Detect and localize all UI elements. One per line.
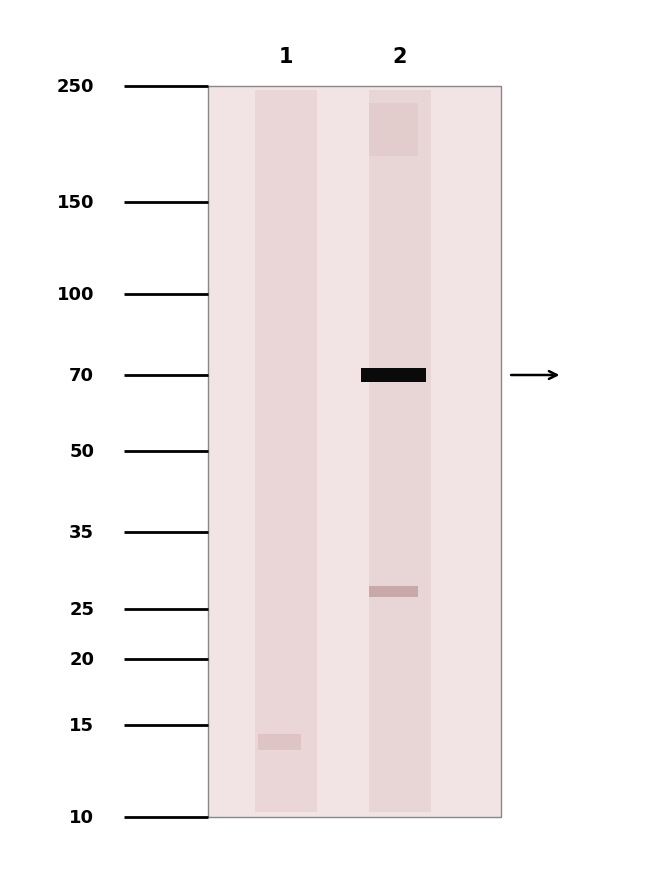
Bar: [369, 104, 419, 156]
Text: 50: 50: [70, 443, 94, 461]
Bar: [255, 91, 317, 813]
Text: 100: 100: [57, 286, 94, 303]
Text: 70: 70: [70, 367, 94, 385]
Text: 25: 25: [70, 600, 94, 618]
Text: 35: 35: [70, 524, 94, 541]
Bar: [369, 91, 430, 813]
Text: 20: 20: [70, 651, 94, 668]
Bar: [208, 87, 500, 817]
Text: 250: 250: [57, 78, 94, 96]
Text: 150: 150: [57, 194, 94, 212]
Bar: [369, 587, 417, 597]
Text: 1: 1: [279, 47, 293, 66]
Bar: [258, 734, 302, 750]
Text: 2: 2: [393, 47, 407, 66]
Text: 10: 10: [70, 808, 94, 826]
Bar: [361, 368, 426, 382]
Text: 15: 15: [70, 716, 94, 734]
